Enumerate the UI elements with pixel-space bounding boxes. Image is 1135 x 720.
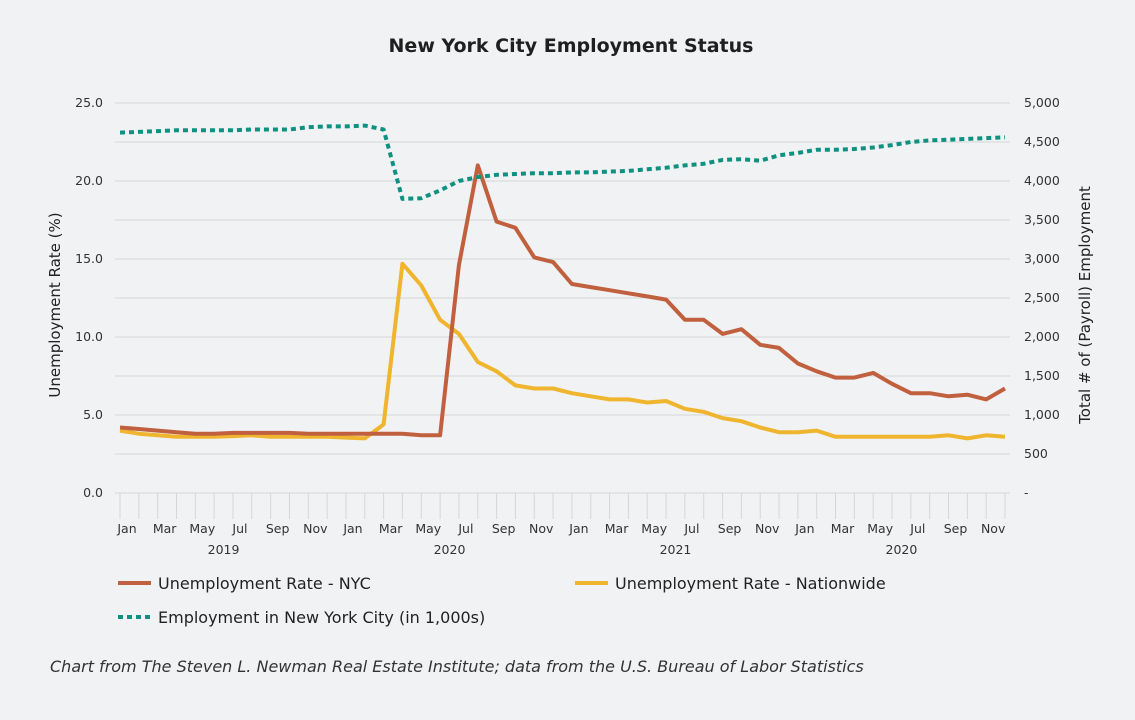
legend-label: Unemployment Rate - NYC xyxy=(158,574,371,593)
x-tick-label: Nov xyxy=(529,521,554,536)
x-tick-label: May xyxy=(189,521,215,536)
gridlines xyxy=(115,102,1010,519)
x-tick-label: Mar xyxy=(153,521,177,536)
series-lines xyxy=(119,123,1007,441)
right-tick-label: 5,000 xyxy=(1024,95,1060,110)
x-tick-label: Sep xyxy=(266,521,290,536)
x-tick-label: Jan xyxy=(116,521,136,536)
left-y-axis: 0.0 5.0 10.0 15.0 20.0 25.0 xyxy=(75,95,103,500)
left-tick-label: 20.0 xyxy=(75,173,103,188)
chart-title: New York City Employment Status xyxy=(389,35,754,57)
right-axis-label: Total # of (Payroll) Employment xyxy=(1076,186,1094,425)
x-tick-label: Sep xyxy=(944,521,968,536)
series-line-nyc-rate xyxy=(119,163,1007,438)
left-tick-label: 15.0 xyxy=(75,251,103,266)
year-label: 2020 xyxy=(434,542,466,557)
x-tick-label: Sep xyxy=(718,521,742,536)
right-y-axis: - 500 1,000 1,500 2,000 2,500 3,000 3,500 4,000 4… xyxy=(1024,95,1060,500)
x-tick-label: May xyxy=(641,521,667,536)
right-tick-label: - xyxy=(1024,485,1029,500)
left-axis-label: Unemployment Rate (%) xyxy=(46,212,64,397)
x-tick-label: May xyxy=(867,521,893,536)
right-tick-label: 4,500 xyxy=(1024,134,1060,149)
year-label: 2019 xyxy=(208,542,240,557)
left-tick-label: 25.0 xyxy=(75,95,103,110)
x-tick-label: Nov xyxy=(755,521,780,536)
left-tick-label: 5.0 xyxy=(83,407,103,422)
x-tick-label: May xyxy=(415,521,441,536)
legend: Unemployment Rate - NYC Unemployment Rate… xyxy=(118,574,886,627)
year-label: 2021 xyxy=(660,542,692,557)
x-tick-label: Sep xyxy=(492,521,516,536)
x-tick-label: Nov xyxy=(981,521,1006,536)
x-tick-label: Mar xyxy=(605,521,629,536)
x-tick-label: Jul xyxy=(231,521,247,536)
x-tick-label: Jan xyxy=(568,521,588,536)
x-tick-label: Nov xyxy=(303,521,328,536)
right-tick-label: 3,000 xyxy=(1024,251,1060,266)
year-label: 2020 xyxy=(886,542,918,557)
right-tick-label: 3,500 xyxy=(1024,212,1060,227)
x-tick-label: Jul xyxy=(909,521,925,536)
x-tick-label: Jan xyxy=(794,521,814,536)
left-tick-label: 10.0 xyxy=(75,329,103,344)
legend-label: Unemployment Rate - Nationwide xyxy=(615,574,886,593)
x-axis: Jan Mar May Jul Sep Nov Jan Mar May Jul Sep Nov Jan M… xyxy=(116,521,1006,557)
right-tick-label: 4,000 xyxy=(1024,173,1060,188)
right-tick-label: 2,500 xyxy=(1024,290,1060,305)
series-line-national-rate xyxy=(119,261,1006,441)
legend-label: Employment in New York City (in 1,000s) xyxy=(158,608,485,627)
series-line-nyc-employment xyxy=(119,123,1006,201)
left-tick-label: 0.0 xyxy=(83,485,103,500)
x-tick-label: Jan xyxy=(342,521,362,536)
x-tick-label: Mar xyxy=(831,521,855,536)
x-tick-label: Jul xyxy=(683,521,699,536)
right-tick-label: 1,000 xyxy=(1024,407,1060,422)
right-tick-label: 1,500 xyxy=(1024,368,1060,383)
x-tick-label: Mar xyxy=(379,521,403,536)
x-tick-label: Jul xyxy=(457,521,473,536)
chart-caption: Chart from The Steven L. Newman Real Est… xyxy=(50,657,864,676)
right-tick-label: 2,000 xyxy=(1024,329,1060,344)
right-tick-label: 500 xyxy=(1024,446,1048,461)
